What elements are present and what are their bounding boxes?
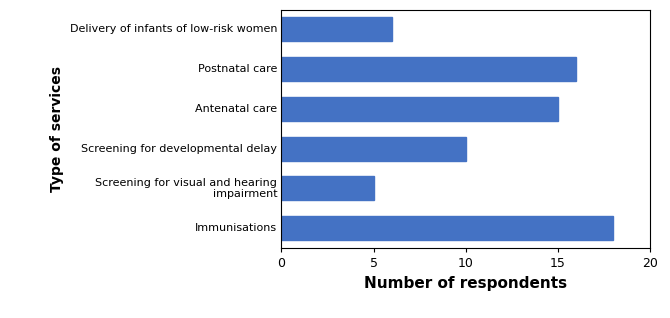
Bar	[281, 137, 466, 161]
Bar	[281, 97, 557, 121]
Bar	[281, 176, 374, 200]
Y-axis label: Type of services: Type of services	[50, 66, 64, 192]
Bar	[281, 57, 576, 81]
Bar	[281, 17, 392, 41]
X-axis label: Number of respondents: Number of respondents	[364, 276, 567, 291]
Bar	[281, 216, 613, 240]
